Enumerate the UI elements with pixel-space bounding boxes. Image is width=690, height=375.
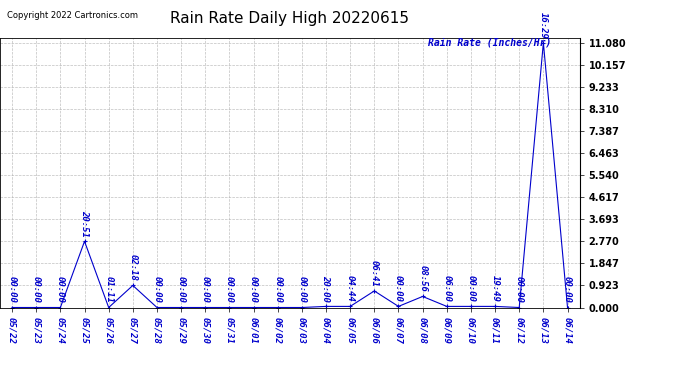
Text: 00:00: 00:00 — [249, 276, 258, 303]
Text: 06:41: 06:41 — [370, 260, 379, 287]
Text: 00:00: 00:00 — [201, 276, 210, 303]
Text: 02:18: 02:18 — [128, 254, 137, 281]
Text: 00:00: 00:00 — [297, 276, 306, 303]
Text: 20:51: 20:51 — [80, 210, 89, 237]
Text: 00:00: 00:00 — [225, 276, 234, 303]
Text: 01:11: 01:11 — [104, 276, 113, 303]
Text: 00:00: 00:00 — [56, 276, 65, 303]
Text: 00:00: 00:00 — [394, 275, 403, 302]
Text: Rain Rate (Inches/Hr): Rain Rate (Inches/Hr) — [428, 38, 551, 48]
Text: 08:56: 08:56 — [418, 266, 427, 292]
Text: 19:49: 19:49 — [491, 275, 500, 302]
Text: 00:00: 00:00 — [32, 276, 41, 303]
Text: Copyright 2022 Cartronics.com: Copyright 2022 Cartronics.com — [7, 11, 138, 20]
Text: 00:00: 00:00 — [152, 276, 161, 303]
Text: 16:29: 16:29 — [539, 12, 548, 39]
Text: 20:00: 20:00 — [322, 275, 331, 302]
Text: 00:00: 00:00 — [515, 276, 524, 303]
Text: 00:00: 00:00 — [177, 276, 186, 303]
Text: 00:00: 00:00 — [273, 276, 282, 303]
Text: 06:00: 06:00 — [442, 275, 451, 302]
Text: 00:00: 00:00 — [8, 276, 17, 303]
Text: Rain Rate Daily High 20220615: Rain Rate Daily High 20220615 — [170, 11, 409, 26]
Text: 00:00: 00:00 — [563, 276, 572, 303]
Text: 00:00: 00:00 — [466, 275, 475, 302]
Text: 04:44: 04:44 — [346, 275, 355, 302]
